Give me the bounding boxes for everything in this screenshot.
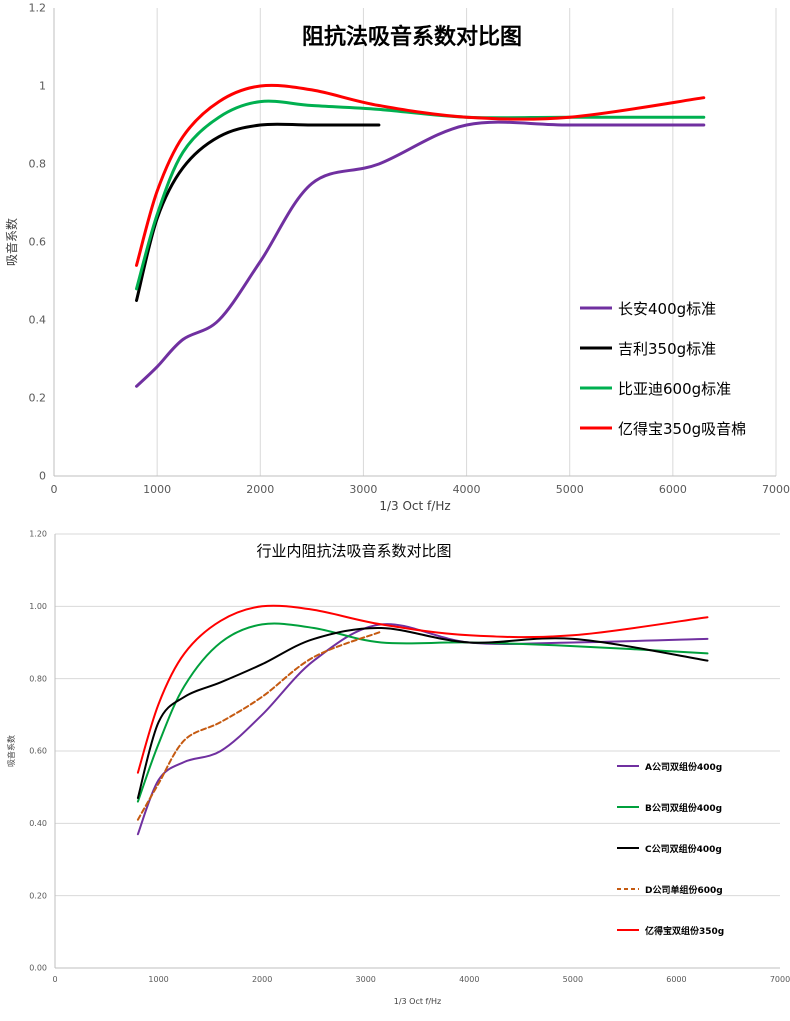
chart-top: 0 0.2 0.4 0.6 0.8 1 1.2 0 1000 2000 3000 4000 5000 60… xyxy=(4,1,790,513)
series-line-4 xyxy=(136,630,383,821)
series-line-5 xyxy=(136,604,709,774)
x-tick-label: 0 xyxy=(52,975,57,984)
chart-bottom: 0.00 0.20 0.40 0.60 0.80 1.00 1.20 0 1000 2000 300… xyxy=(0,524,790,1021)
y-tick-label: 1 xyxy=(39,80,46,93)
chart-divider xyxy=(0,518,790,524)
x-tick-label: 7000 xyxy=(762,483,790,496)
legend-label: C公司双组份400g xyxy=(645,843,722,855)
x-tick-label: 2000 xyxy=(246,483,274,496)
y-tick-label: 0 xyxy=(39,470,46,483)
y-tick-label: 0.8 xyxy=(29,158,47,171)
x-tick-label: 5000 xyxy=(556,483,584,496)
chart-title: 行业内阻抗法吸音系数对比图 xyxy=(256,542,451,560)
legend-label: A公司双组份400g xyxy=(645,761,722,773)
y-tick-label: 1.20 xyxy=(29,530,47,539)
chart-title: 阻抗法吸音系数对比图 xyxy=(302,24,522,50)
y-axis-label: 吸音系数 xyxy=(6,735,16,767)
y-tick-label: 0.2 xyxy=(29,392,47,405)
legend-label: B公司双组份400g xyxy=(645,802,722,814)
x-tick-label: 6000 xyxy=(659,483,687,496)
y-tick-label: 0.20 xyxy=(29,891,47,900)
y-tick-label: 1.2 xyxy=(29,2,47,15)
y-tick-label: 1.00 xyxy=(29,602,47,611)
series-line-2 xyxy=(135,122,381,302)
x-tick-label: 4000 xyxy=(453,483,481,496)
x-tick-label: 4000 xyxy=(459,975,479,984)
series-line-1 xyxy=(135,120,706,388)
y-tick-label: 0.6 xyxy=(29,236,47,249)
y-tick-label: 0.60 xyxy=(29,747,47,756)
legend-label: D公司单组份600g xyxy=(645,884,723,896)
x-tick-label: 2000 xyxy=(252,975,272,984)
legend-label: 亿得宝双组份350g xyxy=(645,925,724,937)
x-tick-label: 0 xyxy=(51,483,58,496)
y-tick-label: 0.00 xyxy=(29,964,47,973)
y-tick-label: 0.80 xyxy=(29,674,47,683)
series-line-1 xyxy=(136,623,709,836)
x-tick-label: 5000 xyxy=(563,975,583,984)
chart-top-svg: 0 0.2 0.4 0.6 0.8 1 1.2 0 1000 2000 3000 4000 5000 60… xyxy=(4,2,790,513)
x-tick-label: 6000 xyxy=(666,975,686,984)
legend-label: 长安400g标准 xyxy=(618,300,716,318)
legend-label: 吉利350g标准 xyxy=(618,340,716,358)
legend-label: 亿得宝350g吸音棉 xyxy=(618,420,746,438)
y-tick-label: 0.4 xyxy=(29,314,47,327)
x-tick-label: 3000 xyxy=(356,975,376,984)
x-tick-label: 1000 xyxy=(143,483,171,496)
series-line-2 xyxy=(136,622,709,803)
chart-bottom-svg: 0.00 0.20 0.40 0.60 0.80 1.00 1.20 0 1000 2000 300… xyxy=(6,530,790,1006)
series-line-3 xyxy=(135,99,706,291)
series-line-4 xyxy=(135,83,706,267)
legend-label: 比亚迪600g标准 xyxy=(618,380,731,398)
x-tick-label: 7000 xyxy=(770,975,790,984)
y-tick-label: 0.40 xyxy=(29,819,47,828)
x-tick-label: 1000 xyxy=(148,975,168,984)
y-axis-label: 吸音系数 xyxy=(4,218,19,266)
series-line-3 xyxy=(136,626,709,799)
x-axis-label: 1/3 Oct f/Hz xyxy=(394,997,442,1006)
x-tick-label: 3000 xyxy=(349,483,377,496)
x-axis-label: 1/3 Oct f/Hz xyxy=(379,499,450,513)
